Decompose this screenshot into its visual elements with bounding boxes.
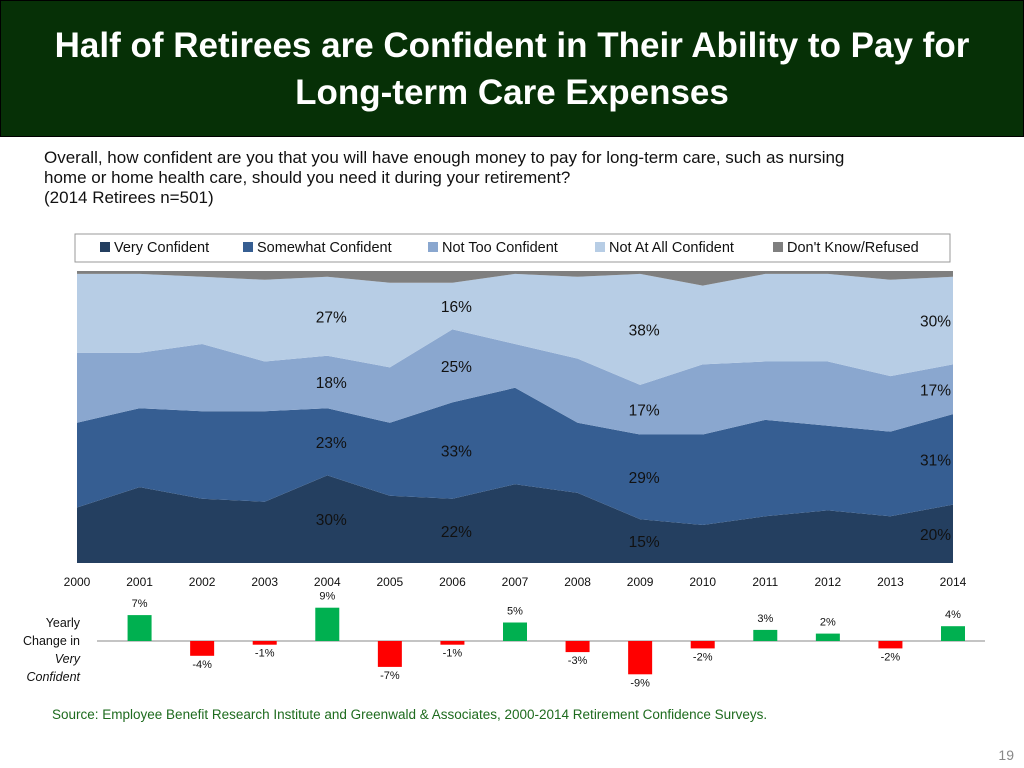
source-note: Source: Employee Benefit Research Instit… <box>52 707 768 722</box>
legend-box <box>74 233 951 263</box>
year-tick-label: 2000 <box>64 575 91 589</box>
year-tick-label: 2009 <box>627 575 654 589</box>
year-tick-label: 2011 <box>752 575 778 589</box>
area-not-at-all-confident <box>77 273 953 385</box>
area-value-label: 17% <box>629 403 660 420</box>
legend-label-1: Very Confident <box>114 240 209 256</box>
question-line-3: (2014 Retirees n=501) <box>44 188 214 207</box>
year-tick-label: 2003 <box>251 575 278 589</box>
area-value-label: 15% <box>629 534 660 551</box>
change-value-label: 5% <box>507 606 523 618</box>
year-tick-label: 2013 <box>877 575 904 589</box>
area-value-label: 18% <box>316 375 347 392</box>
change-bar <box>878 641 903 649</box>
year-tick-label: 2012 <box>815 575 842 589</box>
change-value-label: 4% <box>945 609 961 621</box>
area-value-label: 30% <box>920 314 951 331</box>
change-bar <box>753 629 778 641</box>
year-tick-label: 2001 <box>126 575 153 589</box>
side-label-line-2: Change in <box>23 634 80 648</box>
change-bar <box>503 622 527 641</box>
year-tick-label: 2010 <box>689 575 716 589</box>
area-value-label: 30% <box>316 512 347 529</box>
change-bar <box>690 641 715 649</box>
area-value-label: 38% <box>629 322 660 339</box>
area-don-t-know-refused <box>77 271 953 286</box>
area-not-too-confident <box>77 329 953 435</box>
year-tick-label: 2008 <box>564 575 591 589</box>
change-value-label: -1% <box>443 648 463 660</box>
year-tick-label: 2005 <box>377 575 404 589</box>
change-value-label: -2% <box>881 651 901 663</box>
side-label-line-4: Confident <box>26 670 80 684</box>
legend-label-5: Don't Know/Refused <box>787 240 919 256</box>
change-bar <box>565 641 590 653</box>
legend-label-3: Not Too Confident <box>442 240 558 256</box>
area-value-label: 27% <box>316 309 347 326</box>
page-number: 19 <box>998 747 1014 763</box>
change-bar <box>815 633 840 641</box>
change-bar <box>315 607 340 641</box>
legend-swatch-1 <box>100 242 110 252</box>
legend-swatch-2 <box>243 242 253 252</box>
area-somewhat-confident <box>77 387 953 525</box>
change-value-label: 9% <box>319 591 335 603</box>
change-bar <box>190 641 215 656</box>
side-label-line-3: Very <box>54 652 80 666</box>
year-tick-label: 2014 <box>940 575 967 589</box>
area-value-label: 31% <box>920 452 951 469</box>
area-value-label: 29% <box>629 470 660 487</box>
area-value-label: 17% <box>920 382 951 399</box>
legend-swatch-5 <box>773 242 783 252</box>
change-bar <box>252 641 277 645</box>
area-value-label: 33% <box>441 444 472 461</box>
question-line-1: Overall, how confident are you that you … <box>44 148 845 167</box>
change-bar <box>377 641 402 667</box>
change-value-label: -3% <box>568 655 588 667</box>
change-value-label: -1% <box>255 648 275 660</box>
area-value-label: 16% <box>441 299 472 316</box>
legend-swatch-4 <box>595 242 605 252</box>
area-value-label: 25% <box>441 359 472 376</box>
slide-title: Half of Retirees are Confident in Their … <box>54 25 970 112</box>
area-value-label: 22% <box>441 524 472 541</box>
area-value-label: 20% <box>920 527 951 544</box>
change-value-label: 2% <box>820 617 836 629</box>
year-tick-label: 2007 <box>502 575 529 589</box>
year-tick-label: 2002 <box>189 575 216 589</box>
title-bar: Half of Retirees are Confident in Their … <box>0 0 1024 137</box>
confidence-chart: Very Confident Somewhat Confident Not Too … <box>64 233 985 689</box>
change-bar <box>440 641 465 645</box>
question-line-2: home or home health care, should you nee… <box>44 168 571 187</box>
legend-label-2: Somewhat Confident <box>257 240 392 256</box>
change-value-label: -4% <box>192 659 212 671</box>
change-value-label: -7% <box>380 670 400 682</box>
change-value-label: -9% <box>630 677 650 689</box>
change-value-label: -2% <box>693 651 713 663</box>
legend-swatch-3 <box>428 242 438 252</box>
change-value-label: 3% <box>757 613 773 625</box>
yearly-change-axis-label: Yearly Change in Very Confident <box>14 614 80 686</box>
year-tick-label: 2006 <box>439 575 466 589</box>
area-value-label: 23% <box>316 435 347 452</box>
side-label-line-1: Yearly <box>45 616 80 630</box>
change-value-label: 7% <box>132 598 148 610</box>
survey-question: Overall, how confident are you that you … <box>44 148 994 208</box>
change-bar <box>127 615 152 641</box>
change-bar <box>628 641 653 675</box>
legend-label-4: Not At All Confident <box>609 240 734 256</box>
change-bar <box>941 626 965 641</box>
area-very-confident <box>77 475 953 563</box>
year-tick-label: 2004 <box>314 575 341 589</box>
